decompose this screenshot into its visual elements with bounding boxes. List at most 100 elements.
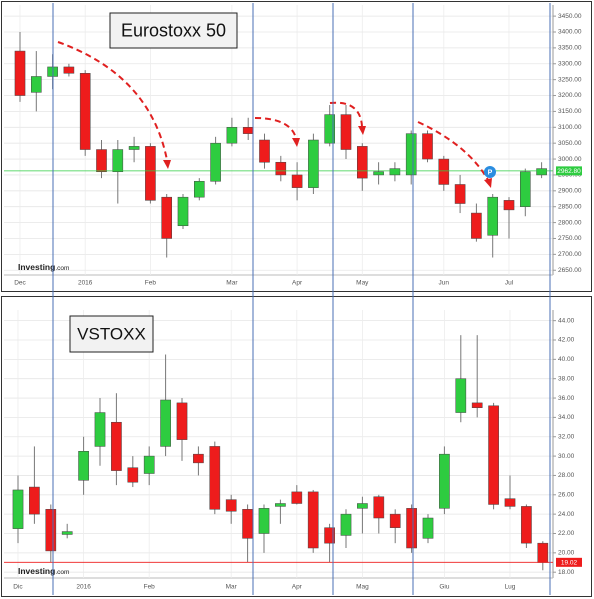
y-tick-label: 36.00 [558,395,575,402]
annotations [57,41,489,181]
y-tick-label: 2850.00 [558,203,582,210]
candle-body [145,146,156,201]
candle-body [177,196,189,227]
x-tick-label: Jul [505,280,514,287]
candle-body [373,171,384,176]
arrowheads [163,126,492,188]
candle-body [275,161,287,176]
candle-body [12,489,24,529]
last-price-label: 19.02 [561,560,578,567]
candle-body [356,146,368,179]
y-tick-label: 3300.00 [558,60,582,67]
y-tick-label: 3350.00 [558,45,582,52]
candle-body [29,486,40,515]
y-tick-label: 3200.00 [558,92,582,99]
candle-body [340,513,352,536]
candle-body [504,498,516,507]
candle-body [96,149,107,173]
y-tick-label: 42.00 [558,337,575,344]
candle-body [422,133,433,160]
candle-body [503,200,515,211]
y-tick-label: 22.00 [558,530,575,537]
candle-body [488,405,499,505]
candle-body [373,496,385,519]
chart-title: VSTOXX [77,324,146,343]
candle-body [226,127,238,144]
y-tick-label: 2900.00 [558,188,582,195]
candle-body [143,455,155,474]
source-suffix: .com [55,569,69,576]
chart-title: Eurostoxx 50 [121,20,226,40]
candle-body [471,212,482,239]
arrowhead [358,126,366,135]
arrowhead [484,178,492,188]
candle-body [471,402,483,408]
arrow [57,41,168,161]
x-tick-label: Mar [226,584,238,591]
candle-body [519,171,531,207]
candle-body [45,509,57,552]
candle-body [242,509,253,539]
y-tick-label: 30.00 [558,453,575,460]
candle-body [209,446,221,510]
candle-body [242,127,254,134]
x-tick-label: Feb [144,584,156,591]
arrow [417,121,489,181]
candle-body [128,146,140,150]
candle-body [340,114,352,150]
candle-body [78,451,89,481]
source-name: Investing [18,262,55,272]
candle-body [389,168,401,176]
y-tick-label: 26.00 [558,492,575,499]
candle-body [160,399,171,447]
y-tick-label: 3400.00 [558,29,582,36]
x-tick-label: Dic [13,584,23,591]
candle-body [259,139,270,163]
candle-body [291,174,303,188]
x-tick-label: Apr [292,280,303,287]
x-tick-label: 2016 [78,280,93,287]
candle-body [357,503,368,509]
y-tick-label: 3450.00 [558,13,582,20]
y-tick-label: 2700.00 [558,251,582,258]
x-tick-label: Feb [145,280,157,287]
candle-body [422,517,434,539]
source-name: Investing [18,566,55,576]
y-tick-label: 38.00 [558,375,575,382]
x-tick-label: Apr [292,584,303,591]
candle-body [61,531,73,535]
candle-body [161,196,173,239]
x-tick-label: 2016 [76,584,91,591]
y-tick-label: 3050.00 [558,140,582,147]
title-box [69,315,154,353]
x-tick-label: May [356,280,369,287]
candle-body [438,158,450,185]
y-tick-label: 24.00 [558,511,575,518]
x-tick-label: Dec [14,280,26,287]
arrow [254,117,297,139]
y-tick-label: 3000.00 [558,156,582,163]
y-tick-label: 18.00 [558,569,575,576]
x-tick-label: Giu [439,584,450,591]
candle-body [275,503,286,507]
vertical-markers [52,3,551,595]
candle-body [127,467,139,483]
candle-body [225,499,237,512]
y-tick-label: 2800.00 [558,219,582,226]
y-tick-label: 2750.00 [558,235,582,242]
source-logo: Investing.com [18,566,69,576]
title-box [109,12,238,49]
arrow [329,101,363,127]
candle-body [14,50,26,96]
last-price-tag [556,166,582,176]
y-tick-label: 32.00 [558,433,575,440]
y-tick-label: 28.00 [558,472,575,479]
y-tick-label: 3250.00 [558,76,582,83]
last-price-tag [556,557,582,567]
candle-body [439,453,450,509]
candle-body [176,402,188,440]
candle-body [193,453,204,464]
y-tick-label: 3150.00 [558,108,582,115]
candle-body [455,378,467,413]
